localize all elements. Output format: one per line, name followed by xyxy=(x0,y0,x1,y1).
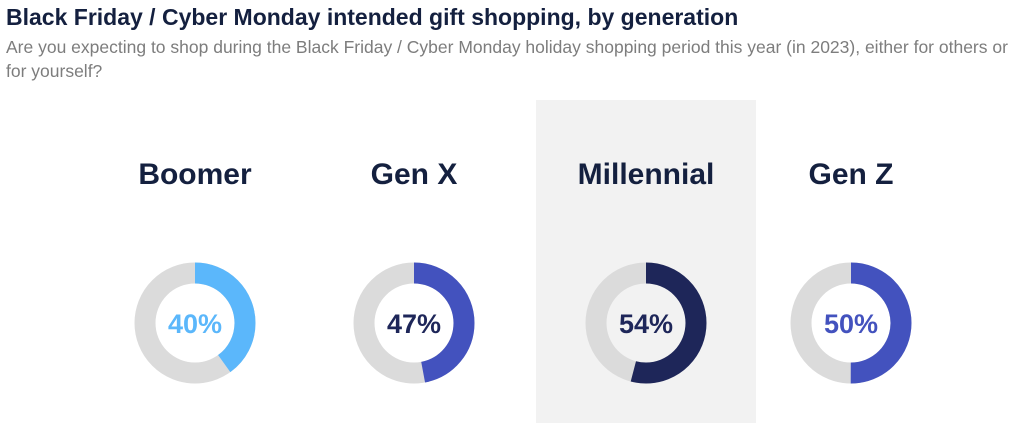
chart-title: Black Friday / Cyber Monday intended gif… xyxy=(6,4,739,30)
generation-label-boomer: Boomer xyxy=(138,158,252,191)
donut-value-label-gen-z: 50% xyxy=(823,309,879,339)
donut-chart-gen-x xyxy=(353,262,475,384)
donut-slice-boomer xyxy=(134,262,256,384)
generation-panel-boomer: Boomer 40% xyxy=(85,100,305,423)
donut-value-label-gen-x: 47% xyxy=(386,309,442,339)
generation-label-gen-x: Gen X xyxy=(370,158,458,191)
generation-label-millennial: Millennial xyxy=(577,158,715,191)
donut-slice-gen-x xyxy=(353,262,475,384)
generation-panel-millennial: Millennial 54% xyxy=(536,100,756,423)
generation-label-gen-z: Gen Z xyxy=(808,158,894,191)
donut-slice-millennial xyxy=(585,262,707,384)
donut-chart-gen-z xyxy=(790,262,912,384)
donut-slice-gen-z xyxy=(790,262,912,384)
donut-chart-millennial xyxy=(585,262,707,384)
donut-value-label-boomer: 40% xyxy=(167,309,223,339)
chart-subtitle: Are you expecting to shop during the Bla… xyxy=(6,37,1008,81)
generation-panel-gen-x: Gen X 47% xyxy=(304,100,524,423)
generation-panel-gen-z: Gen Z 50% xyxy=(741,100,961,423)
donut-value-label-millennial: 54% xyxy=(618,309,674,339)
donut-chart-boomer xyxy=(134,262,256,384)
